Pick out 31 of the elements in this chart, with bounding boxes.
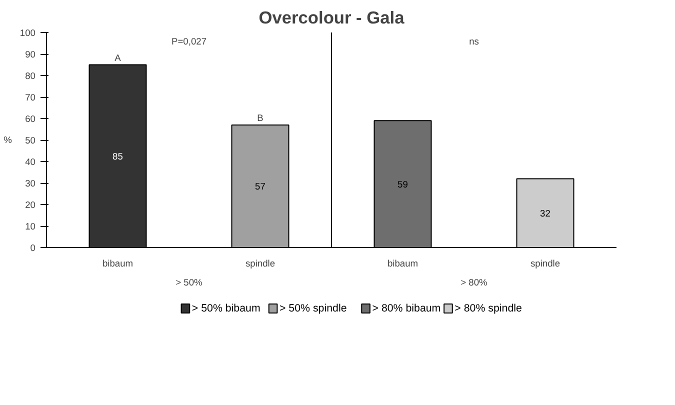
data-label: 32 xyxy=(540,208,550,219)
annotation: P=0,027 xyxy=(171,36,207,46)
y-axis-title: % xyxy=(4,135,12,145)
legend-label: > 80% bibaum xyxy=(372,302,441,314)
y-tick-label: 90 xyxy=(25,50,36,60)
y-tick-label: 60 xyxy=(25,114,36,124)
y-tick-label: 30 xyxy=(25,178,36,188)
data-label: 85 xyxy=(112,152,123,162)
x-tick-label: spindle xyxy=(245,258,276,268)
annotation: A xyxy=(114,52,122,63)
data-label: 59 xyxy=(398,180,408,190)
y-tick-label: 20 xyxy=(25,200,36,210)
legend-label: > 50% spindle xyxy=(280,302,347,314)
y-tick-label: 40 xyxy=(25,157,36,167)
data-label: 57 xyxy=(255,182,266,192)
text: > 80% xyxy=(460,278,488,288)
y-tick-label: 50 xyxy=(25,136,36,146)
y-tick-label: 70 xyxy=(25,92,36,102)
y-tick-label: 80 xyxy=(25,71,36,81)
y-tick-label: 100 xyxy=(20,28,36,38)
x-tick-label: bibaum xyxy=(102,258,134,268)
x-tick-label: spindle xyxy=(530,258,560,268)
chart-title: Overcolour - Gala xyxy=(258,8,405,28)
y-tick-label: 0 xyxy=(30,243,36,253)
y-tick-label: 10 xyxy=(25,222,36,232)
text: > 50% xyxy=(176,278,202,288)
legend-label: > 80% spindle xyxy=(454,302,522,314)
annotation: ns xyxy=(469,36,480,46)
legend-label: > 50% bibaum xyxy=(192,302,260,314)
annotation: B xyxy=(257,112,264,123)
x-tick-label: bibaum xyxy=(387,258,418,268)
